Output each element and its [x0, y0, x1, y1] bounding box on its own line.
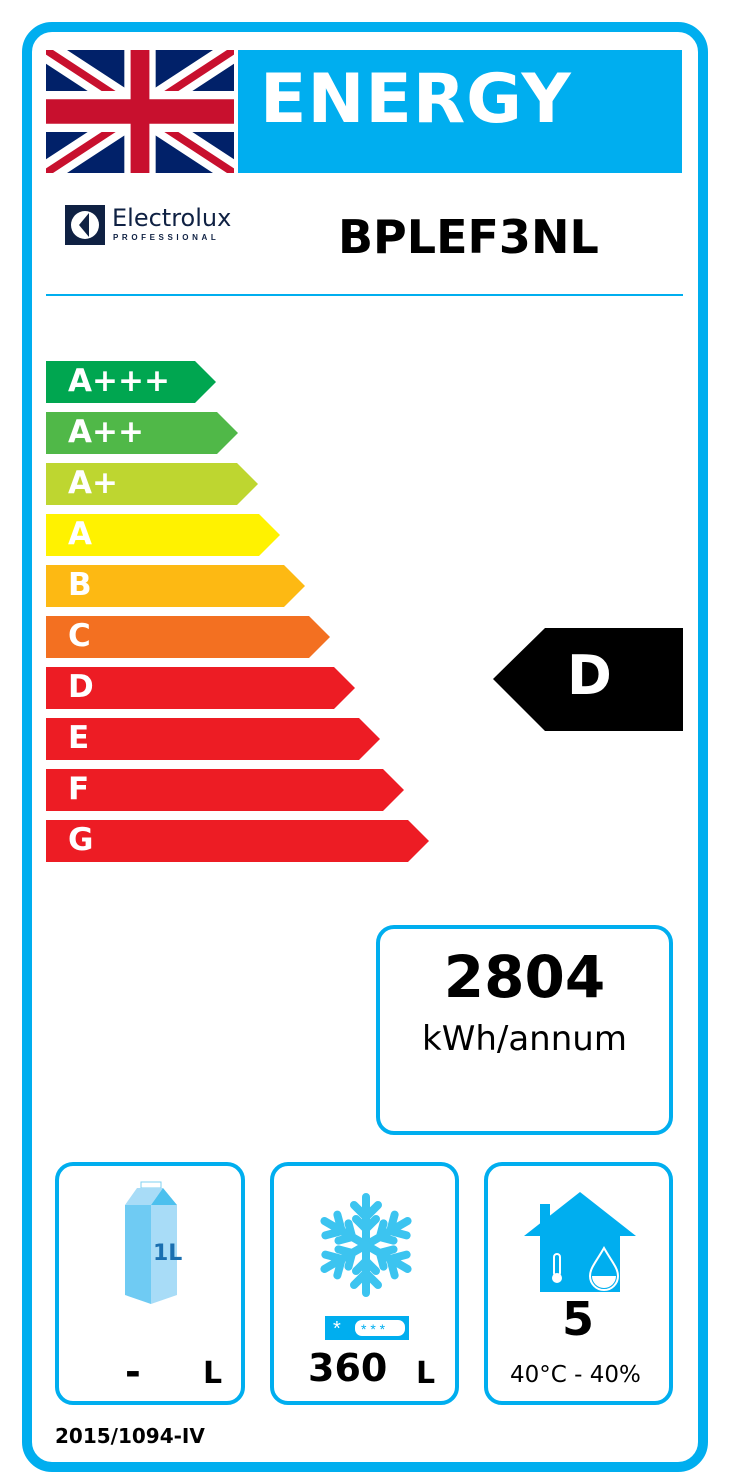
energy-class-bar: D — [46, 667, 355, 709]
frozen-unit: L — [416, 1356, 436, 1391]
energy-class-label: A — [68, 516, 92, 552]
consumption-unit: kWh/annum — [422, 1019, 627, 1059]
house-climate-icon — [524, 1192, 636, 1292]
energy-class-label: B — [68, 567, 92, 603]
frozen-value: 360 — [308, 1346, 388, 1390]
chilled-unit: L — [203, 1356, 223, 1391]
consumption-value: 2804 — [443, 943, 606, 1011]
four-star-rating-icon: * * * * — [325, 1316, 409, 1340]
label-frame — [22, 22, 708, 1472]
brand-sub: PROFESSIONAL — [113, 233, 220, 242]
regulation-reference: 2015/1094-IV — [55, 1424, 205, 1448]
union-jack-flag-icon — [46, 50, 234, 173]
consumption-box: 2804 kWh/annum — [376, 925, 673, 1135]
brand-name: Electrolux — [112, 204, 232, 232]
energy-class-label: A+ — [68, 465, 118, 501]
milk-carton-icon: 1L — [125, 1181, 182, 1304]
energy-class-label: F — [68, 771, 90, 807]
energy-class-bar: G — [46, 820, 429, 862]
svg-text:*: * — [333, 1318, 341, 1340]
rating-arrow: D — [493, 628, 683, 731]
energy-title: ENERGY — [238, 50, 682, 173]
climate-class: 5 — [562, 1292, 595, 1346]
energy-class-label: A+++ — [68, 363, 170, 399]
divider — [46, 294, 683, 296]
energy-class-bar: A++ — [46, 412, 238, 454]
svg-text:* * *: * * * — [361, 1321, 386, 1337]
energy-class-label: G — [68, 822, 94, 858]
climate-conditions: 40°C - 40% — [510, 1362, 641, 1388]
model-number: BPLEF3NL — [338, 210, 599, 264]
energy-class-label: A++ — [68, 414, 144, 450]
energy-class-bar: B — [46, 565, 305, 607]
electrolux-logo-icon — [65, 205, 105, 245]
energy-class-bar: C — [46, 616, 330, 658]
energy-class-bar: E — [46, 718, 380, 760]
energy-class-bar: A — [46, 514, 280, 556]
energy-class-label: C — [68, 618, 91, 654]
energy-class-label: D — [68, 669, 94, 705]
energy-class-bar: A+ — [46, 463, 258, 505]
chilled-volume-box: 1L - L — [55, 1162, 245, 1405]
energy-class-label: E — [68, 720, 90, 756]
frozen-volume-box: * * * * 360 L — [270, 1162, 459, 1405]
snowflake-icon — [318, 1193, 414, 1300]
energy-class-bar: A+++ — [46, 361, 216, 403]
chilled-value: - — [125, 1350, 141, 1394]
svg-text:1L: 1L — [153, 1241, 182, 1266]
climate-class-box: 5 40°C - 40% — [484, 1162, 673, 1405]
energy-class-bar: F — [46, 769, 404, 811]
rating-letter: D — [567, 644, 612, 707]
